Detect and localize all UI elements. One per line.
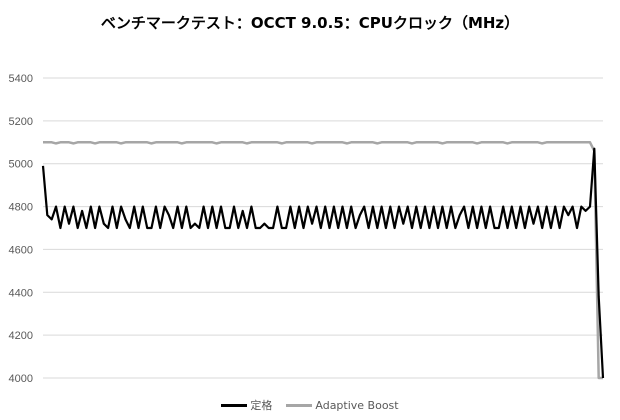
legend-swatch bbox=[286, 403, 313, 407]
legend-label: 定格 bbox=[250, 399, 273, 412]
series-line-adaptive-boost bbox=[43, 141, 603, 380]
y-tick-label: 4800 bbox=[9, 202, 33, 214]
y-tick-label: 5400 bbox=[9, 73, 33, 85]
legend-item-adaptive-boost: Adaptive Boost bbox=[286, 398, 399, 412]
y-tick-label: 4000 bbox=[9, 373, 33, 385]
legend: 定格 Adaptive Boost bbox=[0, 397, 620, 413]
y-tick-label: 5000 bbox=[9, 159, 33, 171]
legend-swatch bbox=[221, 403, 248, 407]
y-tick-label: 4600 bbox=[9, 244, 33, 256]
y-tick-label: 4200 bbox=[9, 330, 33, 342]
series-line-rated bbox=[41, 147, 605, 379]
y-tick-label: 4400 bbox=[9, 287, 33, 299]
chart-title: ベンチマークテスト：OCCT 9.0.5：CPUクロック（MHz） bbox=[100, 14, 520, 32]
legend-item-rated: 定格 bbox=[221, 397, 272, 413]
y-tick-label: 5200 bbox=[9, 116, 33, 128]
legend-label: Adaptive Boost bbox=[315, 398, 399, 412]
